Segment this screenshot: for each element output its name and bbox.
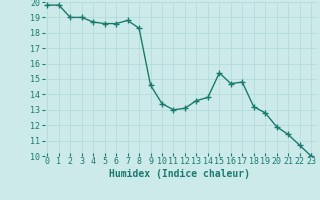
X-axis label: Humidex (Indice chaleur): Humidex (Indice chaleur) xyxy=(109,169,250,179)
